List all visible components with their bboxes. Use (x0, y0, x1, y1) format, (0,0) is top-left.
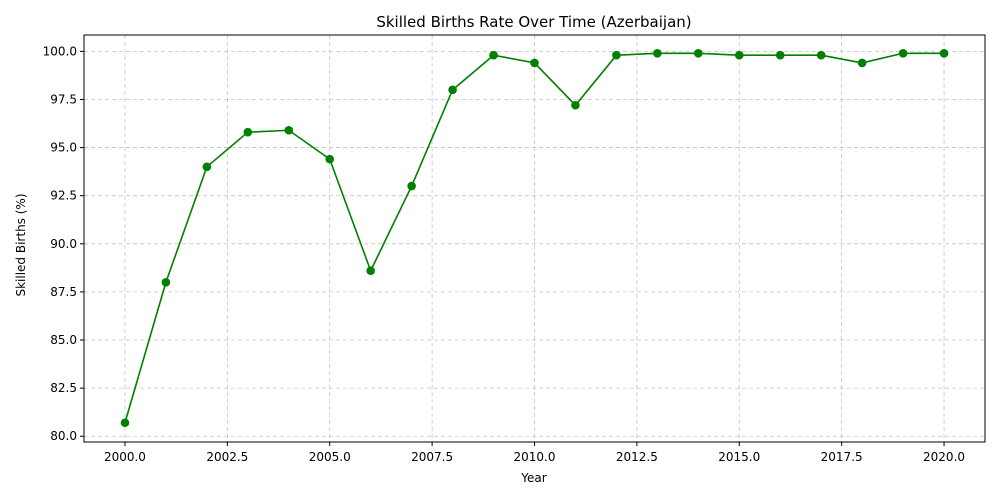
data-point (120, 418, 130, 428)
data-point (571, 100, 580, 110)
y-tick-label: 80.0 (50, 429, 77, 443)
x-axis-label: Year (520, 471, 546, 485)
data-point (530, 58, 539, 68)
data-point (448, 85, 457, 95)
y-axis: 80.0 82.5 85.0 87.5 90.0 92.5 95.0 97.5 100.0 (43, 44, 84, 443)
data-point (489, 50, 498, 60)
data-point (939, 48, 949, 58)
x-tick-label: 2010.0 (514, 450, 556, 464)
data-point (612, 50, 621, 60)
y-tick-label: 95.0 (50, 141, 77, 155)
data-point (325, 154, 335, 164)
y-tick-label: 92.5 (50, 189, 77, 203)
y-tick-label: 100.0 (43, 44, 77, 58)
y-tick-label: 82.5 (50, 381, 77, 395)
x-axis: 2000.0 2002.5 2005.0 2007.5 2010.0 2012.5 2015… (104, 442, 965, 464)
x-tick-label: 2005.0 (309, 450, 351, 464)
x-tick-label: 2007.5 (411, 450, 453, 464)
x-tick-label: 2002.5 (206, 450, 248, 464)
grid-lines (84, 35, 985, 442)
data-point (366, 266, 375, 276)
y-tick-label: 85.0 (50, 333, 77, 347)
data-point (775, 50, 785, 60)
data-point (243, 127, 253, 137)
y-tick-label: 97.5 (50, 92, 77, 106)
data-point (694, 48, 703, 58)
y-tick-label: 87.5 (50, 285, 77, 299)
x-tick-label: 2015.0 (718, 450, 760, 464)
data-point (734, 50, 744, 60)
data-point (857, 58, 867, 68)
data-point (284, 125, 294, 135)
y-tick-label: 90.0 (50, 237, 77, 251)
data-point (653, 48, 662, 58)
x-tick-label: 2000.0 (104, 450, 146, 464)
y-axis-label: Skilled Births (%) (14, 193, 28, 296)
data-point (407, 181, 416, 191)
data-point (816, 50, 826, 60)
x-tick-label: 2020.0 (923, 450, 965, 464)
data-point (202, 162, 212, 172)
series-layer (120, 48, 949, 428)
x-tick-label: 2012.5 (616, 450, 658, 464)
data-point (161, 277, 171, 287)
x-tick-label: 2017.5 (821, 450, 863, 464)
data-point (898, 48, 908, 58)
chart-title: Skilled Births Rate Over Time (Azerbaija… (376, 13, 691, 31)
